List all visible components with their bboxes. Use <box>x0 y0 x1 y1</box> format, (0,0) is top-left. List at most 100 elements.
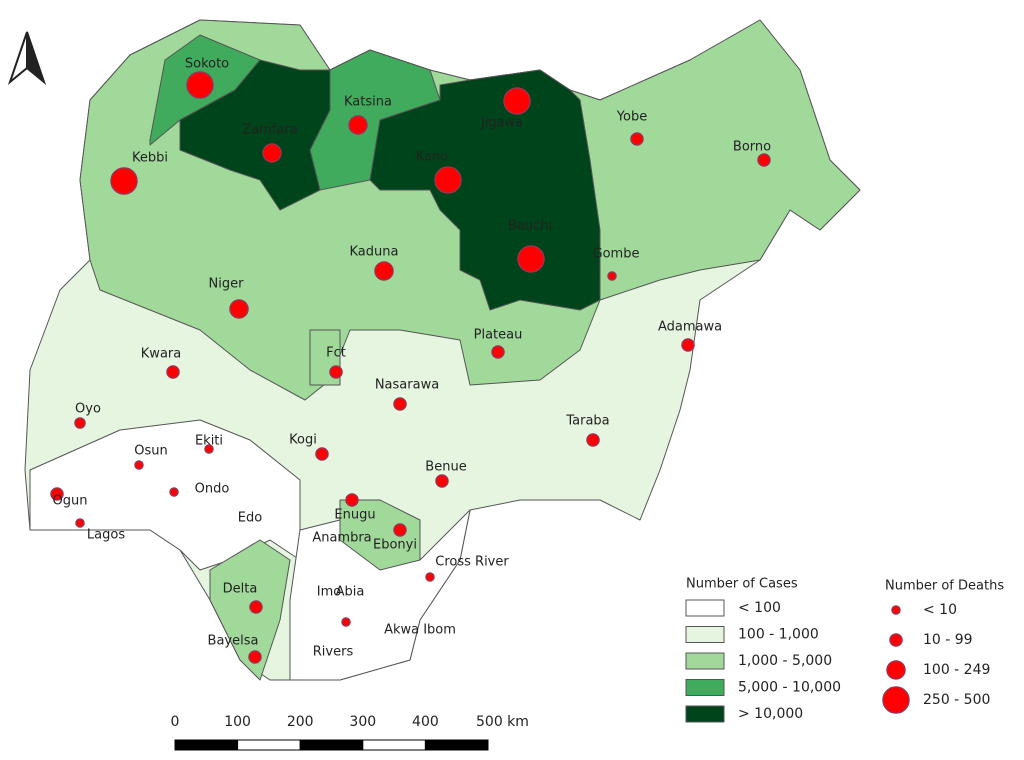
death-marker <box>757 153 771 167</box>
state-label: Delta <box>223 582 258 597</box>
state-label: Ondo <box>195 482 230 497</box>
state-label: Katsina <box>344 95 392 110</box>
state-label: Kwara <box>141 347 181 362</box>
death-marker <box>134 460 144 470</box>
death-marker <box>186 71 214 99</box>
death-marker <box>345 493 359 507</box>
scale-segment <box>362 739 426 751</box>
death-marker <box>262 143 282 163</box>
legend-label: 1,000 - 5,000 <box>738 653 832 669</box>
legend-swatch <box>685 626 725 643</box>
death-marker <box>166 365 180 379</box>
state-label: Jigawa <box>480 116 523 131</box>
scale-segment <box>424 739 489 751</box>
death-marker <box>681 338 695 352</box>
region-kano-jigawa-bauchi <box>369 69 601 311</box>
scale-label: 200 <box>287 714 314 730</box>
state-label: Ebonyi <box>373 538 417 553</box>
state-label: Imo <box>317 585 341 600</box>
legend-label: 250 - 500 <box>923 692 990 708</box>
legend-label: 100 - 249 <box>923 662 990 678</box>
legend-label: 100 - 1,000 <box>738 627 819 643</box>
death-marker <box>434 166 462 194</box>
state-label: Kano <box>416 150 449 165</box>
death-marker <box>630 132 644 146</box>
legend-swatch <box>685 705 725 723</box>
scale-label: 0 <box>171 714 180 730</box>
death-marker <box>393 523 407 537</box>
legend-label: 10 - 99 <box>923 632 973 648</box>
legend-cases-title: Number of Cases <box>686 577 798 592</box>
death-marker <box>341 617 351 627</box>
death-marker <box>169 487 179 497</box>
state-label: Sokoto <box>185 57 229 72</box>
legend-label: < 100 <box>738 600 781 616</box>
legend-swatch <box>685 679 725 696</box>
state-label: Edo <box>238 511 262 526</box>
death-marker <box>249 600 263 614</box>
death-marker <box>348 115 368 135</box>
death-marker <box>517 245 545 273</box>
state-label: Adamawa <box>658 320 722 335</box>
legend-label: > 10,000 <box>738 706 803 722</box>
legend-marker <box>886 660 906 680</box>
state-label: Kogi <box>289 433 317 448</box>
legend-swatch <box>685 652 725 670</box>
state-label: Lagos <box>87 528 125 543</box>
death-marker <box>248 650 262 664</box>
state-label: Borno <box>733 140 771 155</box>
state-label: Anambra <box>312 531 371 546</box>
legend-swatch <box>685 599 725 617</box>
state-label: Niger <box>209 277 245 292</box>
state-label: Zamfara <box>242 123 297 138</box>
legend-label: 5,000 - 10,000 <box>738 680 841 696</box>
death-marker <box>315 447 329 461</box>
death-marker <box>425 572 435 582</box>
state-label: Kaduna <box>350 245 399 260</box>
region-enugu-ebonyi <box>339 499 421 571</box>
legend-label: < 10 <box>923 602 957 618</box>
state-label: Kebbi <box>132 151 168 166</box>
death-marker <box>586 433 600 447</box>
state-label: Bauchi <box>508 219 552 234</box>
state-label: Osun <box>134 444 167 459</box>
state-label: Gombe <box>593 247 640 262</box>
death-marker <box>607 271 617 281</box>
state-label: Ekiti <box>195 434 223 449</box>
death-marker <box>50 487 64 501</box>
region-zamfara <box>179 59 331 211</box>
death-marker <box>229 299 249 319</box>
state-label: Taraba <box>565 414 609 429</box>
death-marker <box>393 397 407 411</box>
state-label: Bayelsa <box>208 634 259 649</box>
state-label: Plateau <box>474 328 523 343</box>
state-label: Ogun <box>53 494 88 509</box>
death-marker <box>74 417 86 429</box>
scale-label: 100 <box>224 714 251 730</box>
north-arrow <box>7 31 47 86</box>
death-marker <box>374 261 394 281</box>
state-label: Yobe <box>616 110 647 125</box>
scale-label: 500 km <box>476 714 529 730</box>
death-marker <box>435 474 449 488</box>
state-label: Cross River <box>435 555 509 570</box>
legend-marker <box>889 633 903 647</box>
death-marker <box>204 444 214 454</box>
legend-marker <box>891 605 901 615</box>
scale-label: 400 <box>412 714 439 730</box>
state-label: Rivers <box>313 645 354 660</box>
state-label: Abia <box>336 585 365 600</box>
legend-marker <box>882 686 910 714</box>
state-label: Fct <box>326 346 346 361</box>
scale-label: 300 <box>349 714 376 730</box>
region-southwest <box>29 419 301 571</box>
state-label: Enugu <box>334 508 375 523</box>
state-label: Oyo <box>75 402 101 417</box>
state-label: Akwa Ibom <box>384 623 456 638</box>
state-label: Benue <box>425 460 466 475</box>
death-marker <box>491 345 505 359</box>
death-marker <box>75 518 85 528</box>
state-label: Nasarawa <box>375 378 439 393</box>
death-marker <box>503 87 531 115</box>
